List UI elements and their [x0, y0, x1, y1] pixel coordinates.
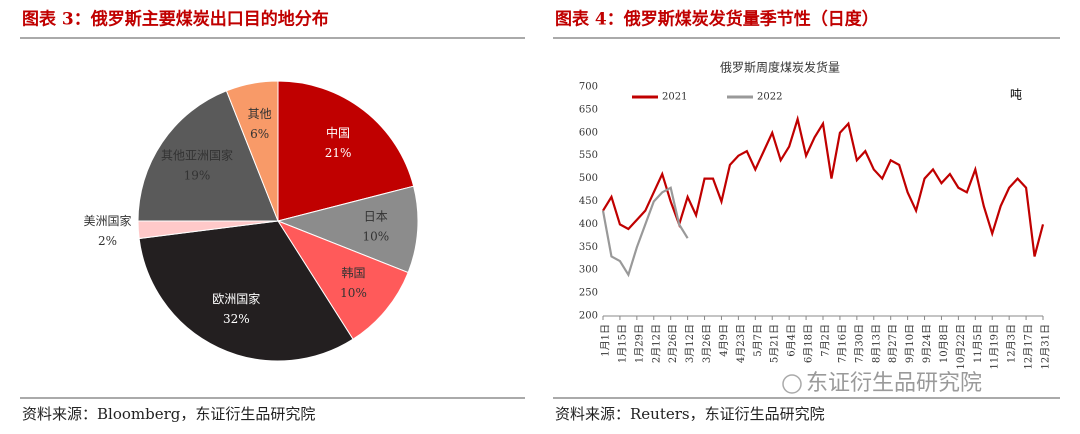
legend-label: 2022 [757, 92, 782, 103]
x-tick-label: 3月12日 [684, 324, 696, 363]
pie-slice [277, 80, 415, 222]
slice-label: 韩国 [342, 265, 366, 280]
y-tick-label: 350 [579, 242, 598, 253]
y-tick-label: 250 [579, 288, 598, 299]
x-tick-label: 7月2日 [820, 324, 832, 357]
unit-label: 吨 [1010, 88, 1022, 102]
chart-title: 图表 3：俄罗斯主要煤炭出口目的地分布 [22, 9, 329, 30]
y-tick-label: 700 [579, 82, 598, 93]
pie-slice [138, 220, 354, 362]
slice-label: 其他 [248, 107, 272, 121]
slice-value-label: 19% [184, 168, 211, 182]
x-tick-label: 10月8日 [938, 324, 950, 363]
x-tick-label: 4月23日 [735, 324, 747, 363]
x-tick-label: 6月18日 [803, 324, 815, 363]
x-tick-label: 1月1日 [600, 324, 612, 357]
chart-title: 图表 4：俄罗斯煤炭发货量季节性（日度） [555, 9, 879, 30]
x-tick-label: 1月15日 [616, 324, 628, 363]
slice-value-label: 32% [223, 312, 250, 326]
slice-value-label: 6% [250, 127, 269, 141]
y-tick-label: 650 [579, 104, 598, 115]
x-tick-label: 5月7日 [752, 324, 764, 357]
y-tick-label: 300 [579, 265, 598, 276]
source: 资料来源：Bloomberg，东证衍生品研究院 [22, 405, 315, 423]
x-tick-label: 9月10日 [904, 324, 916, 363]
x-tick-label: 4月9日 [718, 324, 730, 357]
x-tick-label: 11月19日 [989, 324, 1001, 369]
x-tick-label: 8月27日 [887, 324, 899, 363]
x-tick-label: 10月22日 [955, 324, 967, 369]
x-tick-label: 11月5日 [972, 324, 984, 363]
slice-value-label: 2% [98, 234, 117, 248]
x-tick-label: 9月24日 [921, 324, 933, 363]
x-tick-label: 12月3日 [1006, 324, 1018, 363]
pie-slice [276, 219, 409, 340]
x-tick-label: 12月31日 [1040, 324, 1052, 369]
slice-value-label: 21% [325, 146, 352, 160]
x-tick-label: 2月12日 [650, 324, 662, 363]
pie-slice [225, 80, 279, 222]
pie-slice [137, 90, 279, 222]
x-tick-label: 6月4日 [786, 324, 798, 357]
pie-slice [276, 185, 419, 274]
y-tick-label: 200 [579, 311, 598, 322]
y-tick-label: 450 [579, 196, 598, 207]
slice-label: 日本 [364, 210, 388, 224]
slice-value-label: 10% [362, 230, 389, 244]
watermark: 东证衍生品研究院 [806, 371, 982, 396]
x-tick-label: 5月21日 [769, 324, 781, 363]
y-tick-label: 400 [579, 219, 598, 230]
chart-subtitle: 俄罗斯周度煤炭发货量 [720, 60, 840, 75]
x-tick-label: 1月29日 [633, 324, 645, 363]
y-tick-label: 500 [579, 173, 598, 184]
x-tick-label: 7月30日 [853, 324, 865, 363]
source: 资料来源：Reuters，东证衍生品研究院 [555, 405, 825, 423]
y-tick-label: 550 [579, 150, 598, 161]
slice-label: 其他亚洲国家 [161, 147, 233, 162]
legend-label: 2021 [662, 92, 687, 103]
slice-label: 中国 [326, 125, 350, 140]
slice-label: 欧洲国家 [212, 291, 260, 306]
x-tick-label: 8月13日 [870, 324, 882, 363]
watermark-icon [782, 374, 802, 394]
series-line [601, 186, 689, 278]
x-tick-label: 2月26日 [667, 324, 679, 363]
x-tick-label: 3月26日 [701, 324, 713, 363]
slice-value-label: 10% [340, 286, 367, 300]
x-tick-label: 7月16日 [836, 324, 848, 363]
slice-label: 美洲国家 [84, 213, 132, 228]
x-tick-label: 12月17日 [1023, 324, 1035, 369]
y-tick-label: 600 [579, 127, 598, 138]
